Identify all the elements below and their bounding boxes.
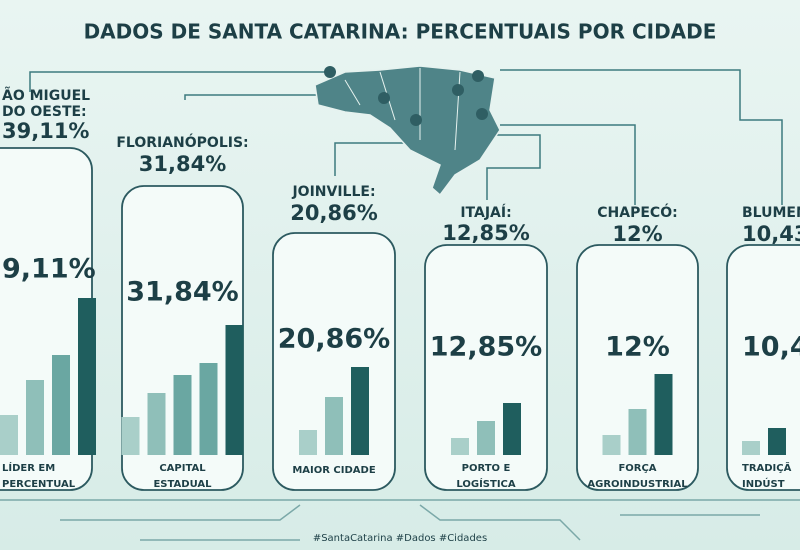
decor-bar	[78, 298, 96, 455]
decor-bar	[121, 417, 140, 455]
city-value: 12,85%	[442, 221, 529, 245]
decor-bar	[0, 415, 18, 455]
caption: MAIOR CIDADE	[292, 465, 375, 476]
caption: ESTADUAL	[153, 479, 212, 490]
card	[726, 244, 800, 491]
city-label: BLUMEN	[742, 205, 800, 221]
decor-bar	[147, 393, 166, 455]
city-label: DO OESTE:	[2, 104, 87, 120]
caption: LÍDER EM	[2, 461, 55, 474]
decor-bar	[299, 430, 317, 455]
big-value: 31,84%	[126, 277, 238, 308]
map	[314, 65, 501, 197]
decor-bar	[225, 325, 244, 455]
city-value: 31,84%	[139, 152, 226, 176]
decor-bar	[351, 367, 369, 455]
caption: TRADIÇÃ	[742, 461, 792, 474]
circuit	[0, 499, 800, 541]
city-label: JOINVILLE:	[291, 184, 375, 200]
caption: FORÇA	[618, 463, 656, 474]
decor-bar	[173, 375, 192, 455]
city-label: ÃO MIGUEL	[2, 87, 90, 104]
hashtags: #SantaCatarina #Dados #Cidades	[313, 533, 487, 544]
city-value: 12%	[612, 222, 662, 246]
decor-bar	[451, 438, 469, 455]
city-label: FLORIANÓPOLIS:	[116, 133, 248, 151]
city-value: 20,86%	[290, 201, 377, 225]
decor-bar	[602, 435, 621, 455]
title: DADOS DE SANTA CATARINA: PERCENTUAIS POR…	[84, 20, 717, 44]
decor-bar	[628, 409, 647, 455]
big-value: 9,11%	[2, 254, 96, 285]
big-value: 20,86%	[278, 324, 390, 355]
decor-bar	[742, 441, 760, 455]
decor-bar	[52, 355, 70, 455]
caption: CAPITAL	[159, 463, 206, 474]
decor-bar	[199, 363, 218, 455]
city-label: CHAPECÓ:	[597, 203, 677, 221]
caption: INDÚST	[742, 477, 785, 490]
decor-bar	[477, 421, 495, 455]
decor-bar	[768, 428, 786, 455]
big-value: 10,4	[742, 332, 800, 363]
connectors	[29, 69, 783, 205]
decor-bar	[26, 380, 44, 455]
city-label: ITAJAÍ:	[460, 204, 511, 221]
city-value: 10,43	[742, 222, 800, 246]
decor-bar	[325, 397, 343, 455]
big-value: 12%	[605, 332, 670, 363]
decor-bar	[654, 374, 673, 455]
caption: PORTO E	[462, 463, 511, 474]
big-value: 12,85%	[430, 332, 542, 363]
city-value: 39,11%	[2, 119, 89, 143]
caption: LOGÍSTICA	[456, 477, 516, 490]
caption: PERCENTUAL	[2, 479, 76, 490]
caption: AGROINDUSTRIAL	[587, 479, 688, 490]
decor-bar	[503, 403, 521, 455]
